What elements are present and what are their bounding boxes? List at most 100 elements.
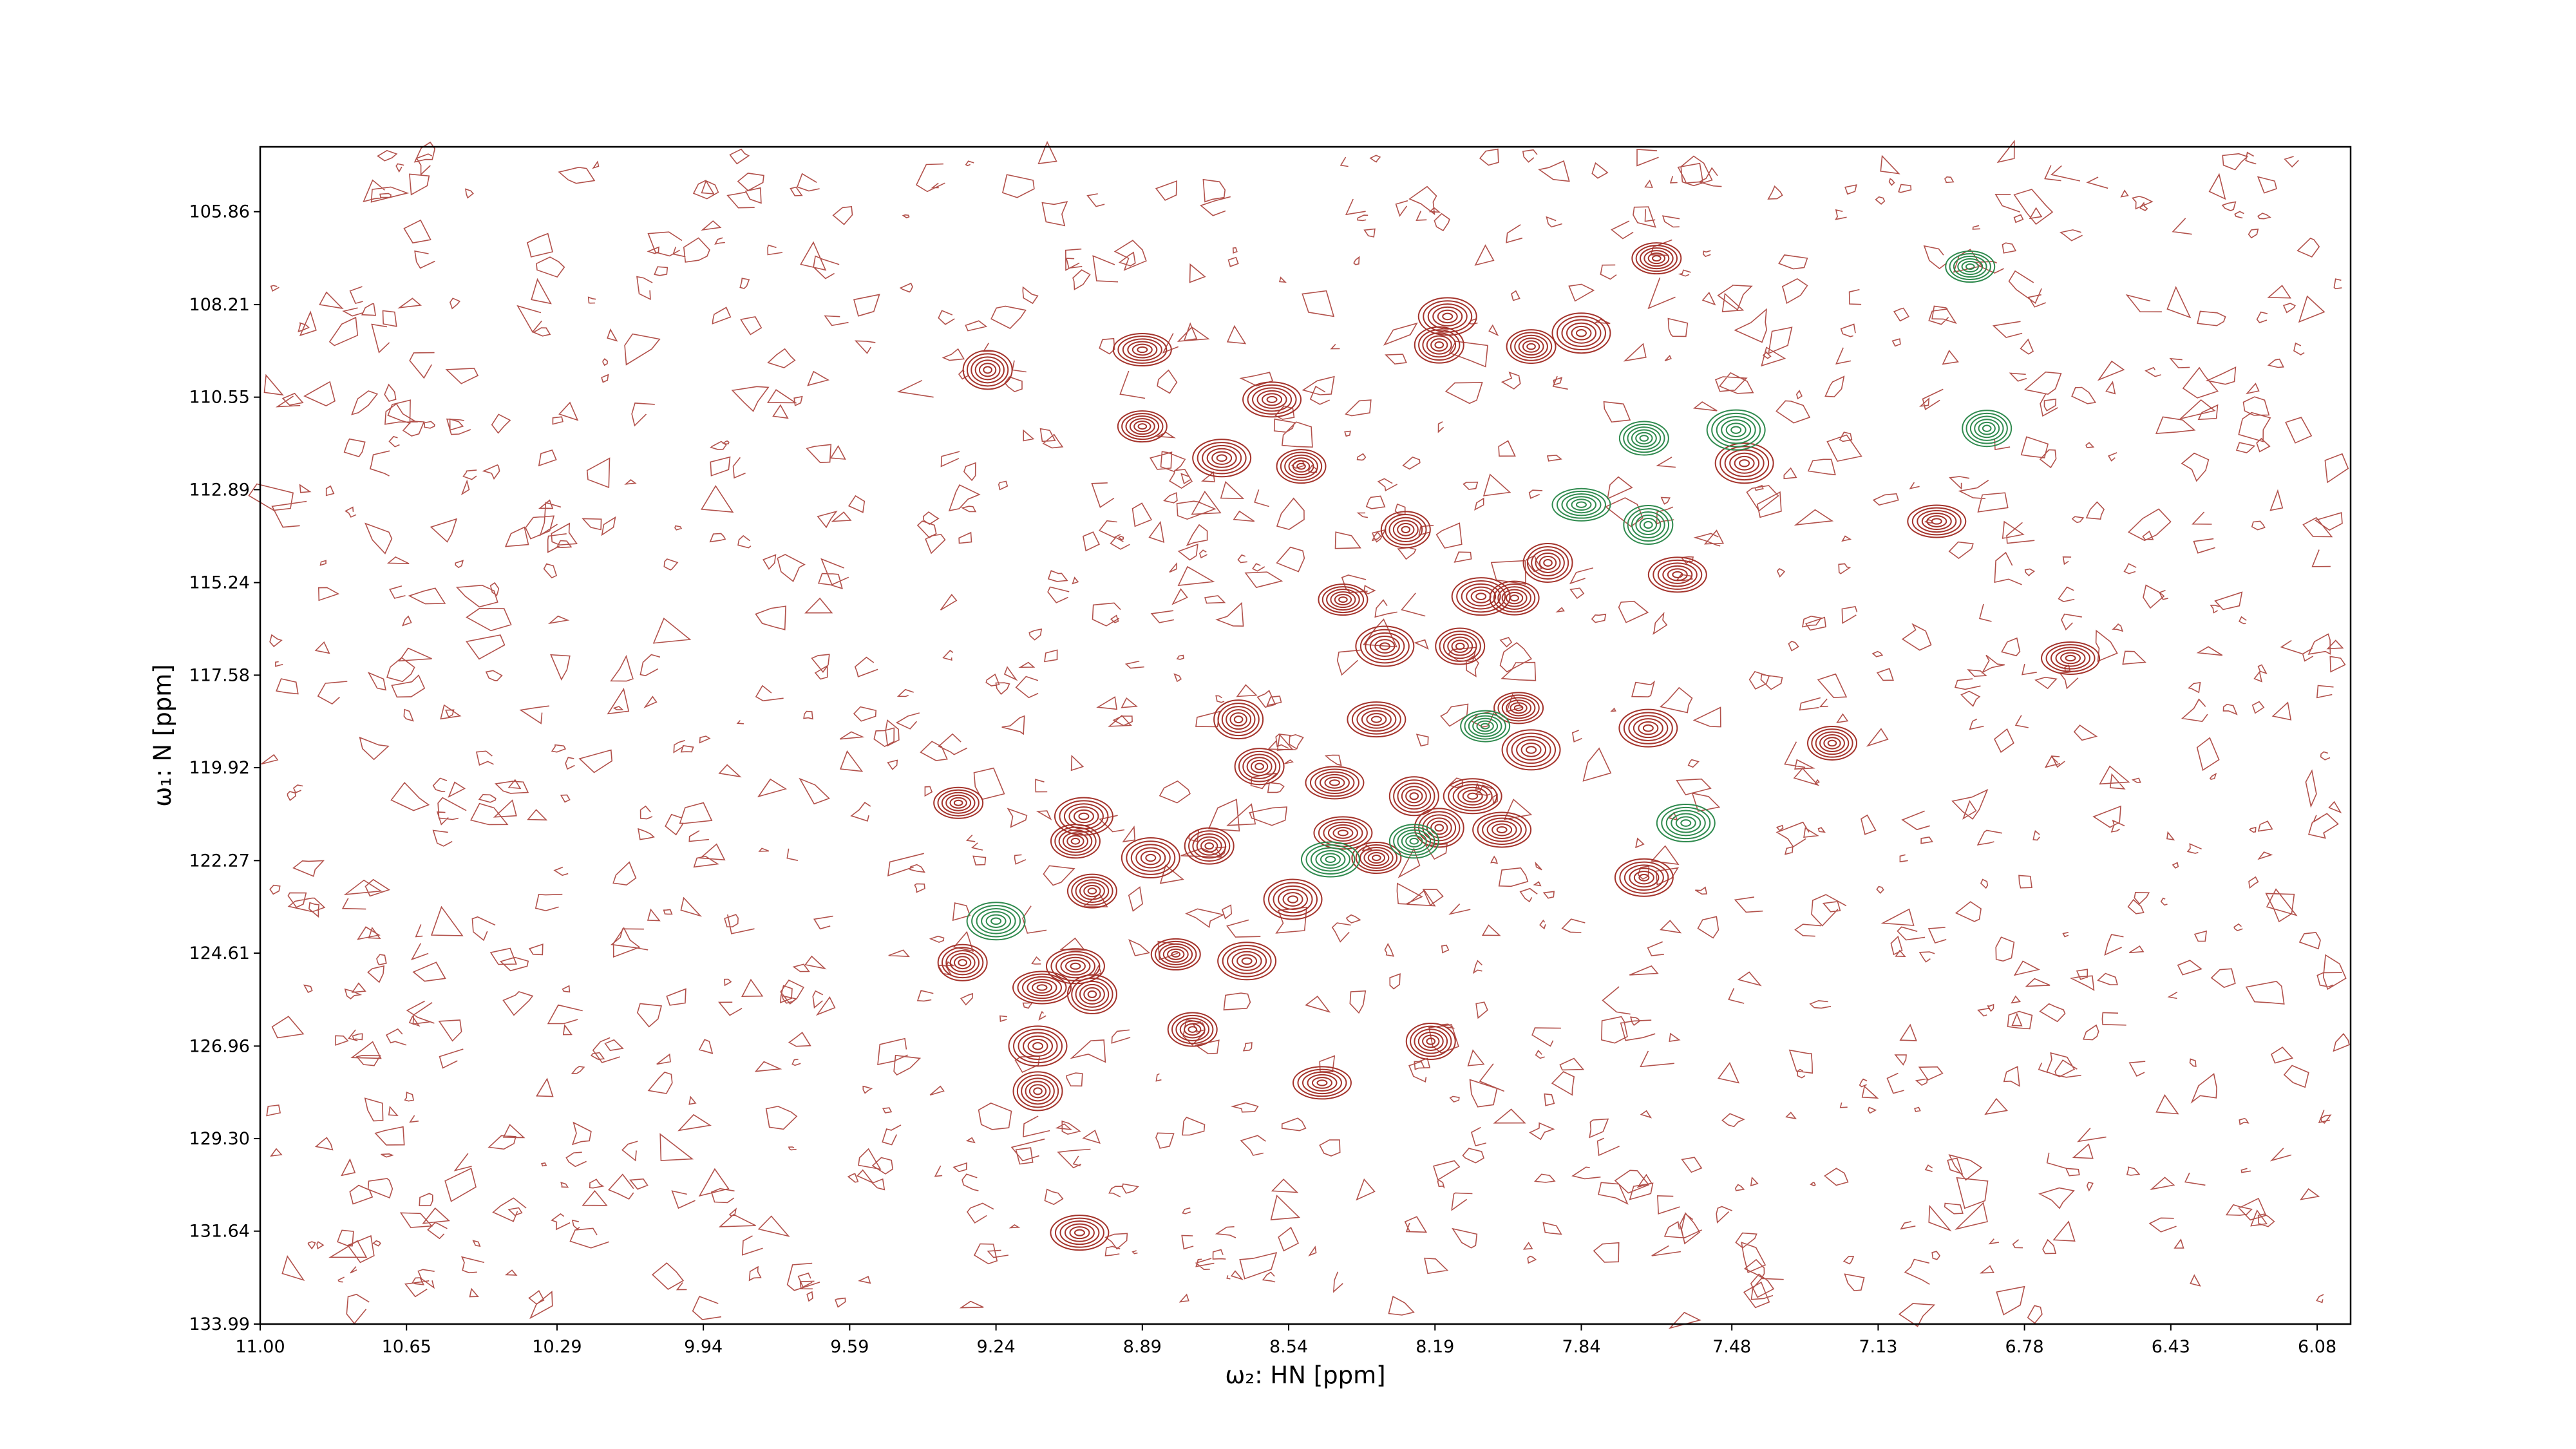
peak-contour [1466, 586, 1497, 607]
y-tick-label: 110.55 [189, 388, 250, 408]
peak-contour [2041, 641, 2101, 675]
peak-contour [1571, 325, 1592, 341]
peak-contour [1252, 387, 1293, 412]
y-tick-label: 131.64 [189, 1222, 250, 1242]
peak-contour [2050, 647, 2091, 670]
peak-contour [1137, 346, 1148, 354]
peak-contour [1638, 721, 1659, 735]
peak-contour [1506, 732, 1557, 768]
peak [1489, 580, 1540, 616]
peak-contour [1012, 1071, 1063, 1112]
peak-contour [1320, 853, 1341, 866]
x-tick-label: 8.19 [1416, 1337, 1454, 1357]
peak-contour [1032, 981, 1053, 994]
peak-contour [1066, 873, 1117, 909]
peak [1618, 708, 1678, 748]
peak-contour [1974, 419, 2000, 439]
peak-contour [1501, 729, 1561, 771]
x-tick-label: 11.00 [235, 1337, 285, 1357]
peak-contour [1071, 876, 1113, 906]
peak-contour [1962, 410, 2012, 448]
peak-contour [1661, 806, 1711, 840]
peak-contour [1566, 322, 1596, 344]
peak-contour [1055, 954, 1095, 979]
peak-contour [2060, 652, 2081, 665]
peak-contour [1273, 885, 1313, 914]
y-tick-label: 115.24 [189, 573, 250, 593]
peak [966, 902, 1026, 941]
peak-contour [1315, 850, 1346, 869]
peak-contour [1949, 253, 1991, 281]
peak-contour [1351, 842, 1402, 875]
peak-contour [1307, 1074, 1338, 1092]
peak [1351, 842, 1402, 875]
peak-contour [1706, 409, 1766, 451]
peak-contour [1112, 333, 1172, 367]
peak-contour [1510, 702, 1528, 714]
peak-contour [1227, 947, 1267, 974]
peak-contour [1643, 250, 1670, 267]
peak-contour [1443, 778, 1502, 815]
peak-contour [1442, 312, 1454, 321]
peak-contour [1426, 1037, 1436, 1045]
peak-contour [1192, 439, 1252, 478]
peak-contour [1050, 824, 1101, 859]
peak-contour [1217, 942, 1277, 981]
peak-contour [949, 797, 967, 809]
peak-contour [937, 789, 980, 817]
peak-contour [1623, 712, 1673, 744]
peak-contour [1492, 823, 1513, 837]
peak-contour [1122, 338, 1162, 361]
peak-contour [1032, 1042, 1044, 1050]
peak-contour [1305, 844, 1356, 875]
y-tick-label: 108.21 [189, 295, 250, 315]
peak-contour [1543, 558, 1553, 567]
peak-contour [1054, 1217, 1104, 1248]
peak-contour [1016, 1074, 1059, 1108]
x-tick-label: 9.24 [977, 1337, 1016, 1357]
peak-contour [1171, 951, 1181, 958]
peak-contour [1347, 701, 1406, 738]
peak-contour [1222, 945, 1272, 978]
peak-contour [1401, 526, 1411, 534]
peak-contour [1739, 459, 1750, 468]
peak-contour [1501, 697, 1536, 719]
peak-contour [1472, 717, 1499, 735]
peak-contour [1083, 987, 1101, 1001]
peak-contour [1266, 395, 1278, 403]
peak-contour [1296, 462, 1306, 470]
x-tick-label: 7.13 [1859, 1337, 1897, 1357]
peak-contour [1355, 844, 1398, 872]
peak-contour [1493, 692, 1544, 724]
x-tick-label: 7.48 [1712, 1337, 1751, 1357]
peak [1551, 312, 1611, 354]
peak-contour [1410, 1025, 1452, 1057]
peak-contour [1397, 782, 1432, 810]
y-tick-label: 117.58 [189, 665, 250, 685]
peak [1806, 725, 1857, 761]
peak [1347, 701, 1406, 738]
peak-contour [949, 952, 976, 972]
peak-contour [1464, 712, 1506, 740]
peak [1714, 442, 1774, 484]
peak-contour [1171, 1014, 1214, 1045]
peak-contour [1627, 508, 1670, 542]
peak-contour [1197, 442, 1247, 475]
peak-contour [1337, 829, 1349, 837]
peak-contour [1324, 777, 1345, 789]
peak-contour [1117, 336, 1168, 364]
peak-contour [1432, 306, 1463, 327]
peak-contour [1071, 977, 1113, 1011]
peak-contour [974, 359, 1001, 381]
peak-contour [1155, 940, 1197, 968]
peak-contour [990, 917, 1002, 925]
peak-contour [1045, 948, 1105, 985]
peak-contour [1434, 824, 1444, 832]
peak-contour [1724, 449, 1765, 477]
peak-contour [1135, 847, 1166, 869]
peak-contour [1302, 1071, 1342, 1095]
peak-contour [1497, 586, 1531, 610]
x-tick-label: 8.89 [1123, 1337, 1162, 1357]
peak [1380, 511, 1431, 549]
peak [1066, 974, 1117, 1014]
